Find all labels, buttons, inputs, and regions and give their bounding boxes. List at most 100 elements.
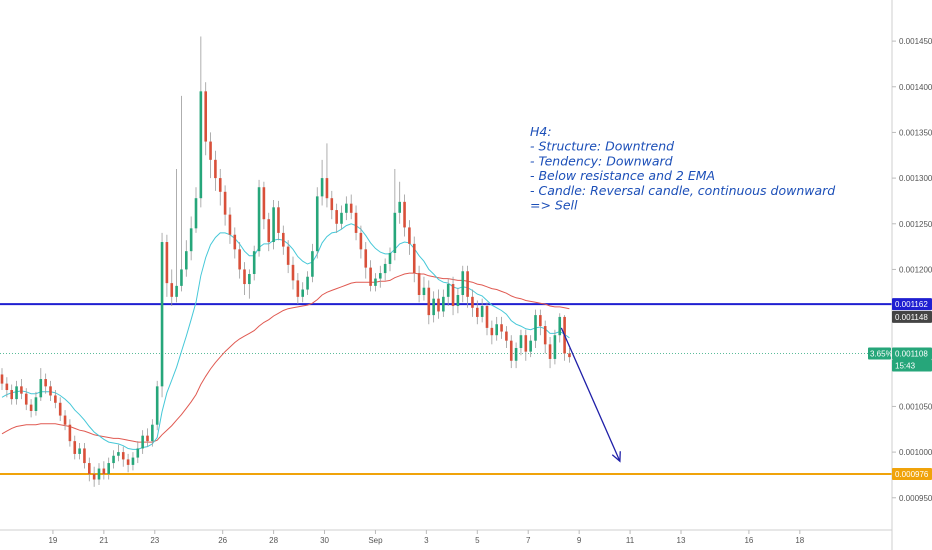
candle[interactable] <box>296 273 300 305</box>
candle[interactable] <box>277 200 280 241</box>
candle[interactable] <box>553 329 557 365</box>
candle[interactable] <box>374 273 377 292</box>
candle[interactable] <box>248 269 251 299</box>
candle[interactable] <box>20 379 23 400</box>
candle[interactable] <box>141 430 144 454</box>
candle[interactable] <box>165 234 169 297</box>
candle[interactable] <box>194 187 198 233</box>
candle[interactable] <box>330 190 334 220</box>
candle[interactable] <box>485 302 489 336</box>
candle[interactable] <box>44 373 47 394</box>
candle[interactable] <box>209 132 212 179</box>
candle[interactable] <box>349 194 353 220</box>
candle[interactable] <box>306 271 309 296</box>
candle[interactable] <box>29 399 33 418</box>
candle[interactable] <box>514 342 518 369</box>
candle[interactable] <box>238 242 241 279</box>
candle[interactable] <box>286 240 290 274</box>
candle[interactable] <box>548 337 552 369</box>
candle[interactable] <box>78 442 81 460</box>
candle[interactable] <box>160 232 164 398</box>
candle[interactable] <box>320 159 324 206</box>
candle[interactable] <box>24 388 28 411</box>
candle[interactable] <box>311 243 314 283</box>
candle[interactable] <box>524 329 528 361</box>
candle[interactable] <box>39 368 43 401</box>
candle[interactable] <box>364 242 368 279</box>
candle[interactable] <box>267 212 271 252</box>
candle[interactable] <box>403 194 406 237</box>
candle[interactable] <box>199 36 203 208</box>
candle[interactable] <box>233 227 237 259</box>
candle[interactable] <box>388 247 392 272</box>
candle[interactable] <box>228 207 232 244</box>
candle[interactable] <box>417 265 421 303</box>
candle[interactable] <box>262 181 266 230</box>
candle[interactable] <box>121 446 125 467</box>
candle[interactable] <box>257 179 261 257</box>
candle[interactable] <box>88 457 91 482</box>
candle[interactable] <box>471 289 474 317</box>
candle[interactable] <box>490 320 494 345</box>
candle[interactable] <box>519 329 523 356</box>
candle[interactable] <box>15 380 18 405</box>
candle[interactable] <box>558 313 562 343</box>
candle[interactable] <box>427 280 431 325</box>
candle[interactable] <box>461 265 465 303</box>
candle[interactable] <box>442 289 445 317</box>
candle[interactable] <box>480 298 484 323</box>
candle[interactable] <box>500 316 503 339</box>
candle[interactable] <box>151 419 154 447</box>
candle[interactable] <box>0 368 4 390</box>
candle[interactable] <box>398 181 401 224</box>
candle[interactable] <box>272 200 275 250</box>
candle[interactable] <box>509 335 513 369</box>
candle[interactable] <box>117 444 120 462</box>
candle[interactable] <box>63 410 67 431</box>
candle[interactable] <box>185 240 188 277</box>
candle[interactable] <box>393 168 397 261</box>
candle[interactable] <box>446 278 450 306</box>
candle[interactable] <box>325 143 329 208</box>
candle[interactable] <box>180 95 183 292</box>
candle[interactable] <box>335 203 338 233</box>
candle[interactable] <box>291 256 295 290</box>
candle[interactable] <box>102 461 106 480</box>
candle[interactable] <box>476 300 479 325</box>
candle[interactable] <box>175 168 178 303</box>
candle[interactable] <box>252 245 256 281</box>
candle[interactable] <box>354 205 358 241</box>
candle[interactable] <box>97 463 101 485</box>
candle[interactable] <box>345 196 348 221</box>
candle[interactable] <box>155 380 159 431</box>
candle[interactable] <box>379 265 382 288</box>
candle[interactable] <box>170 269 174 306</box>
candle[interactable] <box>214 150 217 191</box>
candle[interactable] <box>68 419 72 447</box>
candle[interactable] <box>543 320 547 354</box>
candle[interactable] <box>49 380 52 401</box>
candle[interactable] <box>301 282 304 303</box>
candle[interactable] <box>223 185 227 226</box>
candle[interactable] <box>83 442 86 469</box>
candle[interactable] <box>456 287 460 314</box>
candle[interactable] <box>529 335 532 358</box>
candle[interactable] <box>218 168 222 206</box>
candle[interactable] <box>10 384 13 405</box>
candle[interactable] <box>359 225 363 259</box>
candle[interactable] <box>54 389 57 409</box>
candle[interactable] <box>432 291 435 323</box>
candle[interactable] <box>505 326 508 348</box>
candle[interactable] <box>568 347 571 363</box>
candle[interactable] <box>243 262 246 296</box>
candle[interactable] <box>315 187 319 259</box>
candle[interactable] <box>369 260 372 292</box>
candle[interactable] <box>92 466 96 487</box>
candle[interactable] <box>107 457 110 480</box>
candle[interactable] <box>408 220 411 255</box>
candle[interactable] <box>340 205 343 230</box>
candle[interactable] <box>412 236 416 283</box>
candle[interactable] <box>73 435 77 460</box>
candle[interactable] <box>495 316 498 341</box>
